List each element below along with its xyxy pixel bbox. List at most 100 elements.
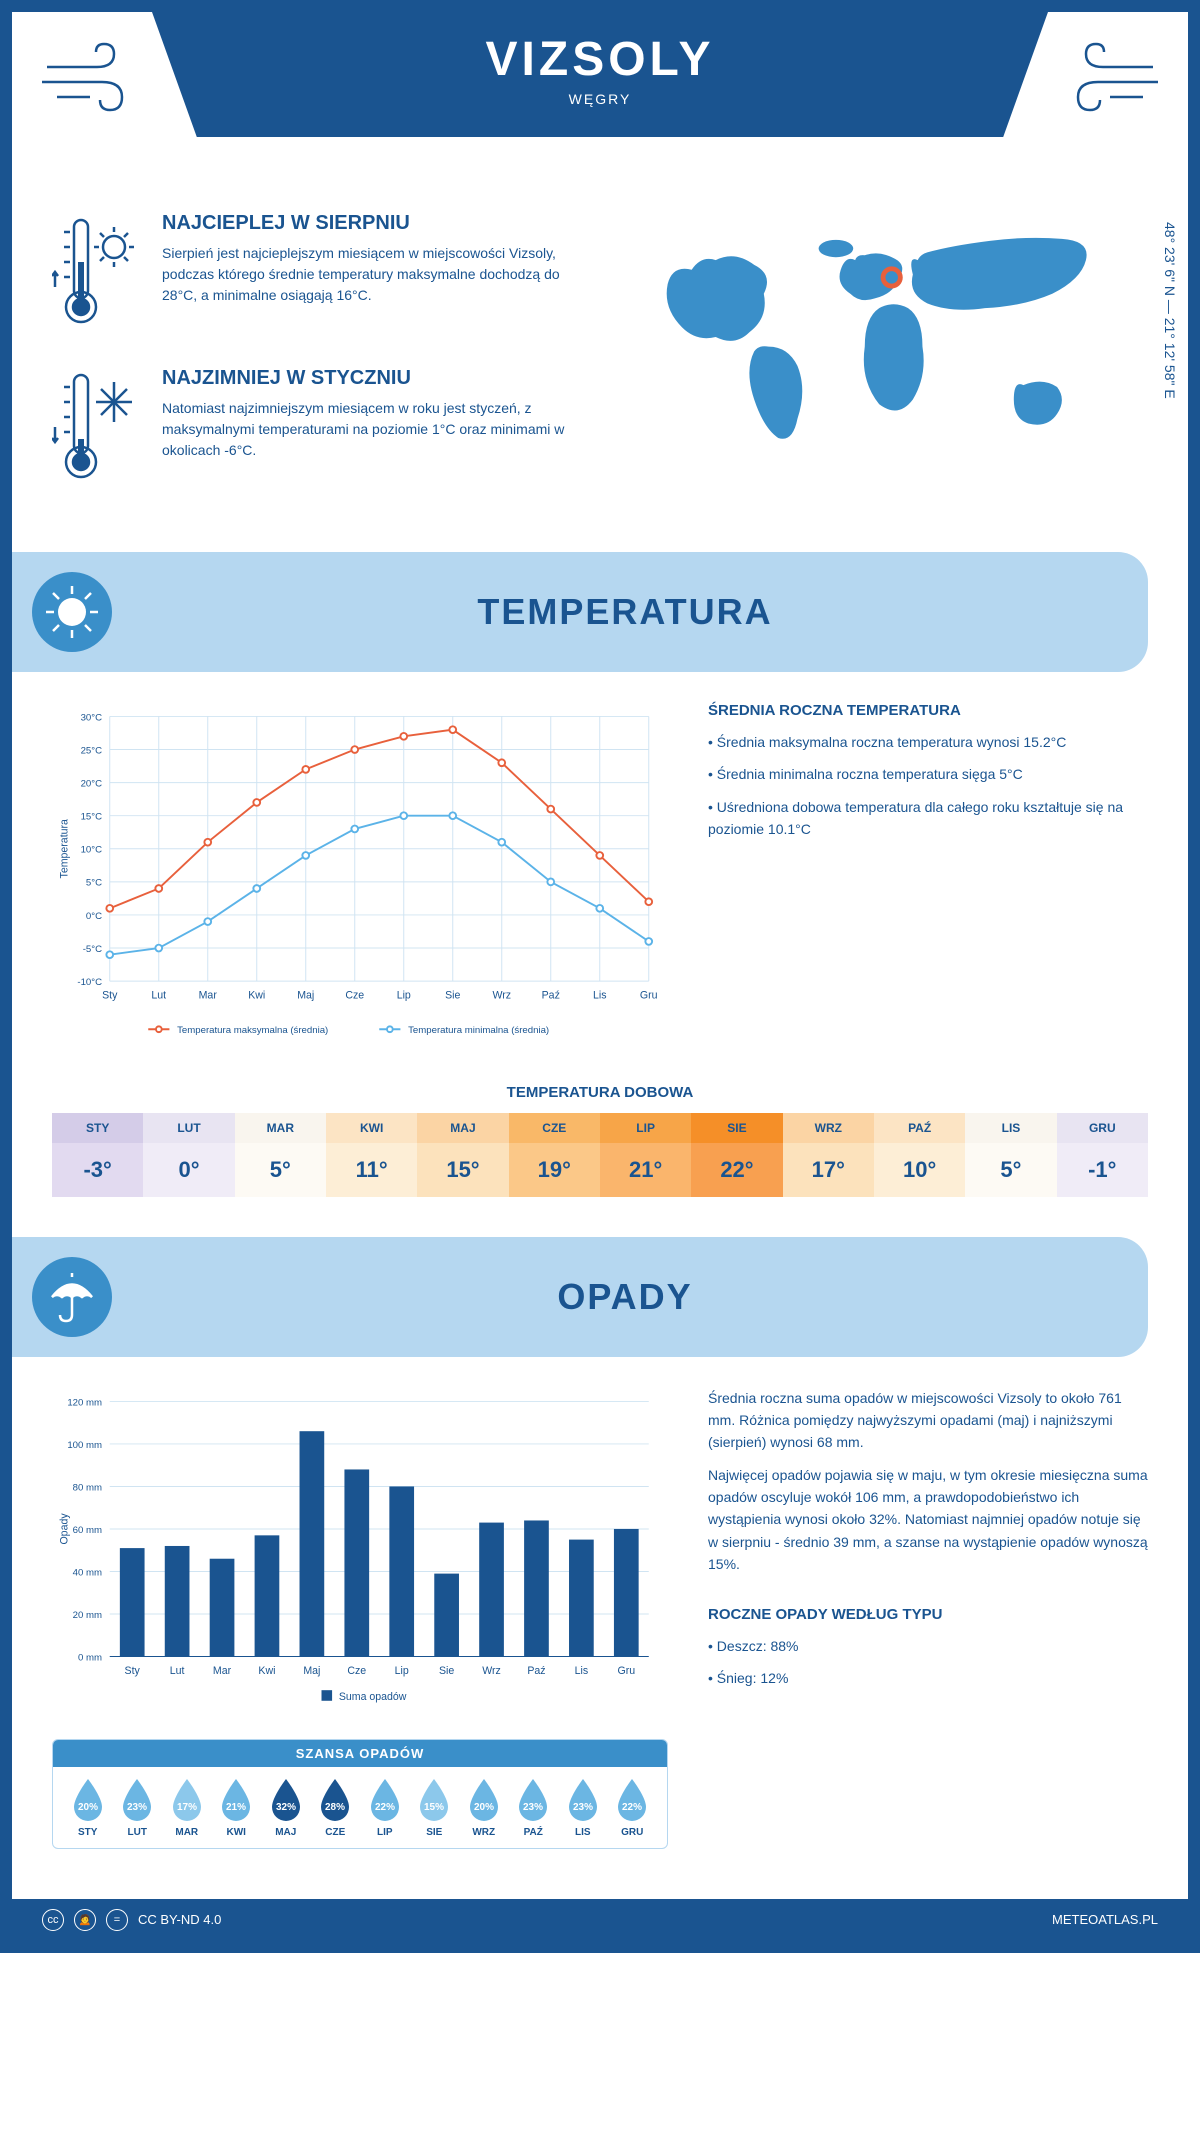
coordinates: 48° 23' 6" N — 21° 12' 58" E — [1162, 222, 1178, 399]
svg-text:Kwi: Kwi — [248, 989, 265, 1001]
svg-text:17%: 17% — [177, 1802, 197, 1813]
license-text: CC BY-ND 4.0 — [138, 1912, 221, 1927]
city-name: VIZSOLY — [152, 32, 1048, 87]
temp-cell: KWI11° — [326, 1113, 417, 1197]
chance-title: SZANSA OPADÓW — [53, 1740, 667, 1767]
svg-text:23%: 23% — [523, 1802, 543, 1813]
svg-text:0 mm: 0 mm — [78, 1652, 102, 1663]
svg-text:22%: 22% — [375, 1802, 395, 1813]
nd-icon: = — [106, 1909, 128, 1931]
cold-title: NAJZIMNIEJ W STYCZNIU — [162, 367, 580, 390]
temp-cell: LIP21° — [600, 1113, 691, 1197]
temp-cell: LIS5° — [965, 1113, 1056, 1197]
svg-text:20%: 20% — [78, 1802, 98, 1813]
svg-text:0°C: 0°C — [86, 911, 102, 922]
temp-stats-title: ŚREDNIA ROCZNA TEMPERATURA — [708, 702, 1148, 719]
svg-text:Sty: Sty — [125, 1664, 141, 1676]
chance-cell: 22%GRU — [608, 1777, 658, 1838]
svg-text:Sie: Sie — [445, 989, 460, 1001]
svg-text:32%: 32% — [276, 1802, 296, 1813]
svg-text:Cze: Cze — [347, 1664, 366, 1676]
umbrella-icon — [42, 1267, 102, 1327]
svg-text:-10°C: -10°C — [77, 977, 102, 988]
temp-cell: WRZ17° — [783, 1113, 874, 1197]
svg-text:15%: 15% — [424, 1802, 444, 1813]
precipitation-bar-chart: 0 mm20 mm40 mm60 mm80 mm100 mm120 mmOpad… — [52, 1387, 668, 1714]
page-footer: cc 🙍 = CC BY-ND 4.0 METEOATLAS.PL — [12, 1899, 1188, 1941]
svg-text:Sty: Sty — [102, 989, 118, 1001]
svg-text:15°C: 15°C — [81, 812, 103, 823]
svg-text:Temperatura: Temperatura — [58, 819, 70, 878]
svg-text:23%: 23% — [573, 1802, 593, 1813]
svg-text:Lut: Lut — [170, 1664, 185, 1676]
svg-text:Paź: Paź — [527, 1664, 545, 1676]
daily-temp-title: TEMPERATURA DOBOWA — [52, 1084, 1148, 1101]
temp-cell: MAR5° — [235, 1113, 326, 1197]
temp-cell: LUT0° — [143, 1113, 234, 1197]
svg-text:Gru: Gru — [640, 989, 658, 1001]
svg-text:120 mm: 120 mm — [67, 1397, 102, 1408]
temp-stat-0: • Średnia maksymalna roczna temperatura … — [708, 731, 1148, 753]
site-name: METEOATLAS.PL — [1052, 1912, 1158, 1927]
chance-cell: 20%WRZ — [459, 1777, 509, 1838]
svg-text:25°C: 25°C — [81, 745, 103, 756]
precip-type-1: • Śnieg: 12% — [708, 1667, 1148, 1689]
precip-text-2: Najwięcej opadów pojawia się w maju, w t… — [708, 1464, 1148, 1576]
svg-text:Suma opadów: Suma opadów — [339, 1690, 407, 1702]
svg-text:30°C: 30°C — [81, 712, 103, 723]
cc-icon: cc — [42, 1909, 64, 1931]
wind-icon-right — [1058, 42, 1158, 122]
chance-cell: 15%SIE — [410, 1777, 460, 1838]
cold-fact: NAJZIMNIEJ W STYCZNIU Natomiast najzimni… — [52, 367, 580, 492]
svg-text:20 mm: 20 mm — [73, 1609, 102, 1620]
country-name: WĘGRY — [152, 91, 1048, 107]
svg-text:23%: 23% — [127, 1802, 147, 1813]
thermometer-cold-icon — [52, 367, 142, 487]
warm-text: Sierpień jest najcieplejszym miesiącem w… — [162, 243, 580, 306]
precip-section-header: OPADY — [12, 1237, 1148, 1357]
chance-cell: 20%STY — [63, 1777, 113, 1838]
svg-text:Lip: Lip — [397, 989, 411, 1001]
precip-type-title: ROCZNE OPADY WEDŁUG TYPU — [708, 1606, 1148, 1623]
svg-text:Temperatura minimalna (średnia: Temperatura minimalna (średnia) — [408, 1025, 549, 1036]
svg-text:100 mm: 100 mm — [67, 1439, 102, 1450]
svg-text:Paź: Paź — [542, 989, 560, 1001]
svg-text:Lut: Lut — [151, 989, 166, 1001]
precip-type-0: • Deszcz: 88% — [708, 1635, 1148, 1657]
chance-cell: 21%KWI — [212, 1777, 262, 1838]
chance-of-precip-box: SZANSA OPADÓW 20%STY23%LUT17%MAR21%KWI32… — [52, 1739, 668, 1849]
cold-text: Natomiast najzimniejszym miesiącem w rok… — [162, 398, 580, 461]
svg-text:20%: 20% — [474, 1802, 494, 1813]
page-header: VIZSOLY WĘGRY — [12, 12, 1188, 192]
svg-text:60 mm: 60 mm — [73, 1524, 102, 1535]
temp-cell: GRU-1° — [1057, 1113, 1148, 1197]
wind-icon-left — [42, 42, 142, 122]
precip-text-1: Średnia roczna suma opadów w miejscowośc… — [708, 1387, 1148, 1454]
svg-text:Wrz: Wrz — [482, 1664, 501, 1676]
svg-text:21%: 21% — [226, 1802, 246, 1813]
temperature-line-chart: -10°C-5°C0°C5°C10°C15°C20°C25°C30°CStyLu… — [52, 702, 668, 1049]
svg-text:Mar: Mar — [199, 989, 218, 1001]
svg-text:Lis: Lis — [575, 1664, 589, 1676]
svg-text:Lip: Lip — [395, 1664, 409, 1676]
warm-fact: NAJCIEPLEJ W SIERPNIU Sierpień jest najc… — [52, 212, 580, 337]
temp-stat-2: • Uśredniona dobowa temperatura dla całe… — [708, 796, 1148, 841]
svg-text:Wrz: Wrz — [492, 989, 511, 1001]
svg-text:28%: 28% — [325, 1802, 345, 1813]
svg-text:Lis: Lis — [593, 989, 607, 1001]
world-map — [620, 212, 1148, 462]
temp-cell: CZE19° — [509, 1113, 600, 1197]
thermometer-hot-icon — [52, 212, 142, 332]
svg-text:-5°C: -5°C — [83, 944, 102, 955]
svg-text:Mar: Mar — [213, 1664, 232, 1676]
svg-text:Gru: Gru — [617, 1664, 635, 1676]
svg-text:5°C: 5°C — [86, 878, 102, 889]
sun-icon — [42, 582, 102, 642]
temp-cell: STY-3° — [52, 1113, 143, 1197]
temperature-title: TEMPERATURA — [132, 591, 1118, 633]
precip-title: OPADY — [132, 1276, 1118, 1318]
svg-text:80 mm: 80 mm — [73, 1482, 102, 1493]
daily-temp-table: STY-3°LUT0°MAR5°KWI11°MAJ15°CZE19°LIP21°… — [52, 1113, 1148, 1197]
chance-cell: 23%LIS — [558, 1777, 608, 1838]
chance-cell: 17%MAR — [162, 1777, 212, 1838]
